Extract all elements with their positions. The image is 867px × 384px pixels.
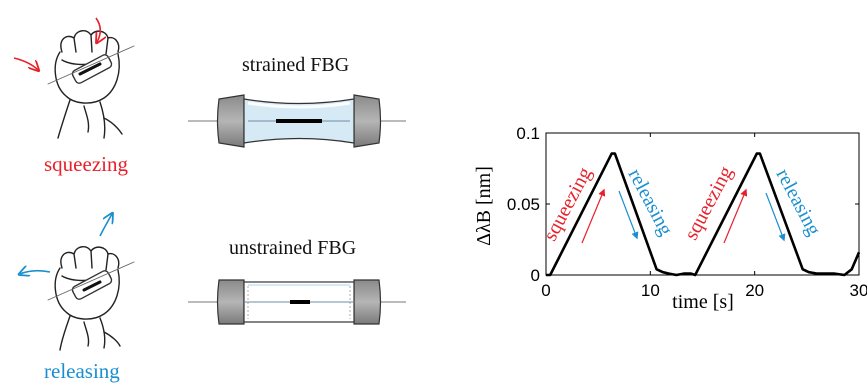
releasing-label: releasing: [44, 359, 120, 383]
x-tick-label: 0: [541, 281, 550, 300]
strained-fbg-title: strained FBG: [242, 54, 350, 76]
unstrained-fbg-illustration: [188, 279, 406, 325]
squeezing-arrow: [723, 188, 748, 244]
releasing-arrow: [618, 190, 639, 240]
release-arrow-left: [20, 271, 51, 274]
y-axis-label: ΔλB [nm]: [473, 166, 495, 246]
x-tick-label: 10: [641, 281, 660, 300]
x-axis-label: time [s]: [672, 291, 734, 313]
y-tick-label: 0.1: [516, 124, 540, 143]
y-tick-label: 0: [531, 266, 540, 285]
releasing-arrow: [765, 192, 786, 242]
squeeze-arrow-left: [13, 57, 38, 70]
squeezing-arrow: [581, 188, 606, 244]
strained-fbg-illustration: [188, 94, 406, 148]
hand-squeezing-illustration: [47, 30, 135, 139]
y-tick-label: 0.05: [507, 195, 540, 214]
x-tick-label: 30: [850, 281, 867, 300]
release-arrow-top: [99, 214, 112, 237]
hand-releasing-illustration: [47, 246, 135, 351]
x-tick-label: 20: [745, 281, 764, 300]
plot-frame: [545, 132, 860, 276]
squeeze-arrow-top: [96, 17, 100, 42]
unstrained-fbg-title: unstrained FBG: [229, 237, 357, 259]
squeezing-label: squeezing: [44, 152, 128, 176]
